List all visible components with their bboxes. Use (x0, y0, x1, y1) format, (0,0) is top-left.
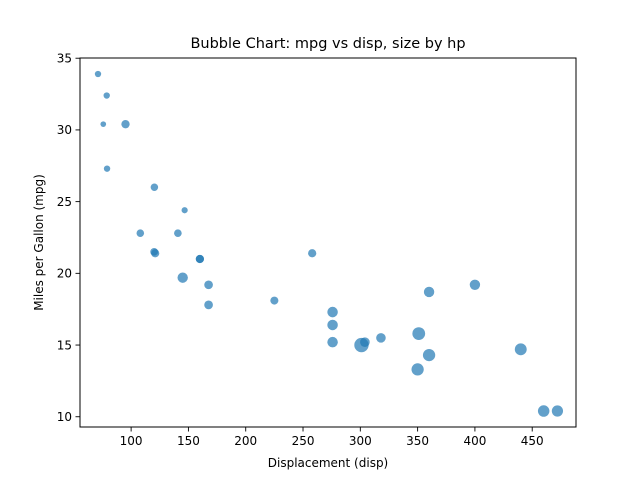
data-point (103, 92, 110, 99)
data-point (204, 280, 213, 290)
x-tick-label: 300 (349, 434, 372, 448)
data-points (94, 70, 564, 417)
x-tick-label: 400 (463, 434, 486, 448)
data-point (136, 229, 145, 237)
data-point (411, 363, 424, 376)
y-tick-label: 25 (57, 195, 72, 209)
y-tick-label: 15 (57, 338, 72, 352)
data-point (195, 254, 204, 264)
y-axis-label: Miles per Gallon (mpg) (32, 174, 46, 311)
data-point (103, 165, 111, 172)
x-tick-label: 450 (521, 434, 544, 448)
x-axis-ticks: 100 150 200 250 300 350 400 450 (120, 427, 544, 448)
data-point (270, 296, 279, 305)
plot-area (80, 58, 576, 427)
data-point (327, 336, 338, 348)
x-tick-label: 150 (177, 434, 200, 448)
data-point (469, 279, 481, 290)
x-tick-label: 350 (406, 434, 429, 448)
x-tick-label: 200 (234, 434, 257, 448)
data-point (422, 348, 436, 362)
data-point (376, 333, 386, 343)
data-point (551, 405, 564, 417)
y-tick-label: 20 (57, 267, 72, 281)
x-tick-label: 100 (120, 434, 143, 448)
data-point (204, 300, 213, 310)
data-point (412, 327, 426, 340)
data-point (150, 183, 159, 192)
data-point (177, 272, 188, 283)
data-point (174, 229, 182, 238)
y-tick-label: 35 (57, 52, 72, 66)
data-point (308, 249, 317, 258)
x-tick-label: 250 (292, 434, 315, 448)
y-axis-ticks: 10 15 20 25 30 35 (57, 52, 80, 424)
data-point (514, 343, 527, 356)
data-point (121, 120, 130, 129)
data-point (100, 121, 107, 128)
data-point (151, 249, 160, 258)
plot-frame (79, 57, 577, 428)
y-tick-label: 10 (57, 410, 72, 424)
data-point (354, 337, 369, 353)
data-point (327, 319, 338, 331)
y-tick-label: 30 (57, 123, 72, 137)
data-point (423, 286, 435, 298)
data-point (94, 70, 102, 78)
data-point (327, 306, 338, 318)
data-point (181, 207, 188, 214)
x-axis-label: Displacement (disp) (268, 456, 389, 470)
data-point (537, 405, 550, 417)
chart-title: Bubble Chart: mpg vs disp, size by hp (190, 36, 465, 52)
